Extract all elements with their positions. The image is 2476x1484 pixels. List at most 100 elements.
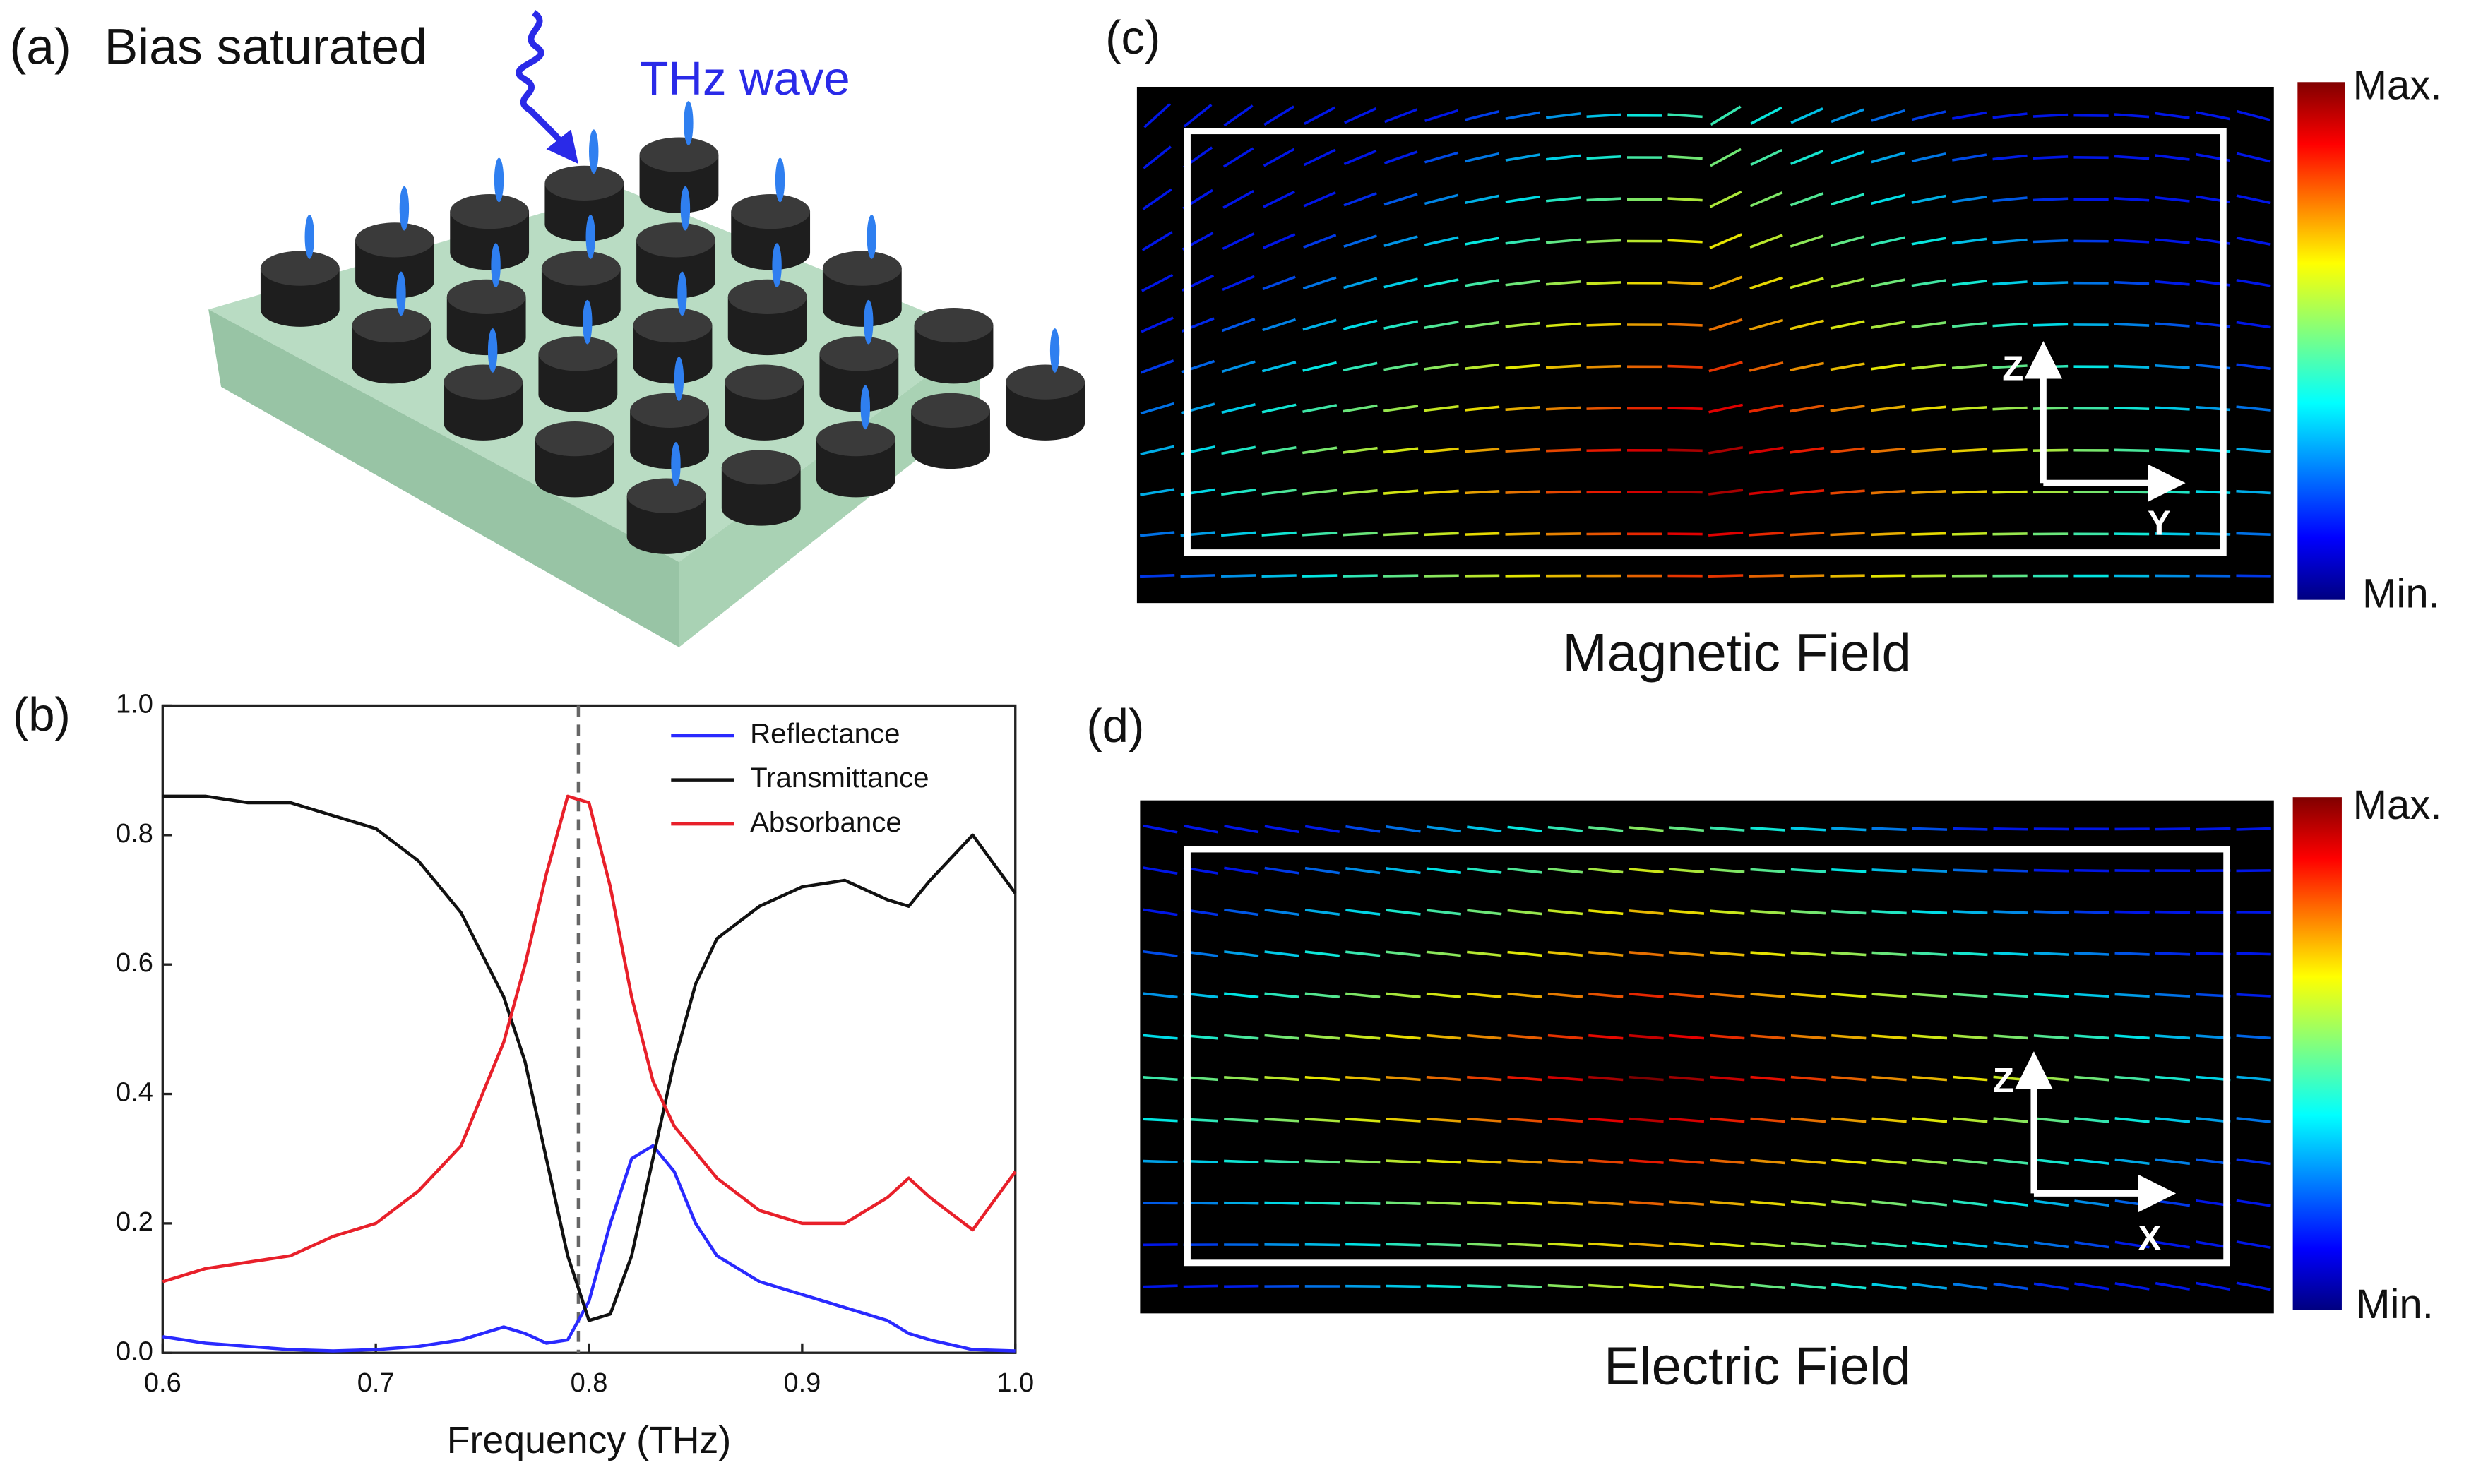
field-arrow xyxy=(1750,1117,1785,1123)
field-arrow xyxy=(1222,232,1255,250)
resonator-top xyxy=(630,393,709,428)
spin xyxy=(867,215,876,259)
field-arrow xyxy=(1749,574,1784,578)
field-arrow xyxy=(1871,321,1906,329)
field-arrow xyxy=(1507,1034,1542,1040)
field-arrow xyxy=(1426,992,1462,998)
field-arrow xyxy=(1750,909,1785,915)
field-arrow xyxy=(1750,1034,1785,1040)
field-arrow xyxy=(1464,405,1500,412)
field-arrow xyxy=(1750,868,1785,873)
field-arrow xyxy=(1790,277,1824,289)
field-arrow xyxy=(1629,1034,1664,1040)
field-arrow xyxy=(2196,827,2231,831)
field-arrow xyxy=(1831,951,1867,957)
field-arrow xyxy=(1993,910,2028,914)
field-arrow xyxy=(2033,1240,2069,1249)
field-arrow xyxy=(1669,826,1705,832)
field-arrow xyxy=(2236,827,2271,831)
field-arrow xyxy=(2236,869,2271,873)
field-arrow xyxy=(1993,1034,2028,1040)
field-arrow xyxy=(1467,1243,1502,1247)
field-arrow xyxy=(1871,827,1907,832)
field-arrow xyxy=(1586,323,1621,327)
field-arrow xyxy=(1871,236,1905,246)
field-arrow xyxy=(1505,364,1540,370)
field-arrow xyxy=(1467,867,1502,874)
field-arrow xyxy=(1953,827,1988,831)
panel-a: (a) Bias saturated THz wave xyxy=(9,10,1085,647)
field-arrow xyxy=(1547,1200,1583,1206)
field-arrow xyxy=(2155,1034,2191,1040)
field-arrow xyxy=(2074,1282,2109,1291)
field-arrow xyxy=(1264,825,1299,834)
field-arrow xyxy=(1588,950,1624,957)
series-line xyxy=(162,1144,1016,1353)
field-arrow xyxy=(1790,951,1826,957)
field-arrow xyxy=(1830,235,1865,247)
field-arrow xyxy=(2074,1199,2109,1207)
field-arrow xyxy=(1871,193,1905,205)
field-arrow xyxy=(1993,1199,2028,1207)
field-arrow xyxy=(1750,1242,1785,1248)
field-arrow xyxy=(1465,194,1500,204)
resonator-top xyxy=(633,308,713,343)
field-arrow xyxy=(1912,951,1948,957)
resonator-top xyxy=(260,251,340,286)
field-arrow xyxy=(2074,993,2109,998)
field-arrow xyxy=(1143,102,1172,128)
field-arrow xyxy=(1464,448,1500,453)
field-arrow xyxy=(1749,532,1784,537)
field-arrow xyxy=(1304,1075,1340,1082)
field-arrow xyxy=(1871,1199,1907,1207)
field-arrow xyxy=(1343,319,1378,330)
resonator-top xyxy=(721,450,801,485)
field-arrow xyxy=(1264,1075,1299,1082)
field-arrow xyxy=(1912,827,1948,831)
field-arrow xyxy=(2114,1158,2150,1166)
field-arrow xyxy=(1951,448,1987,453)
field-arrow xyxy=(2114,993,2150,998)
field-arrow xyxy=(1710,1242,1745,1247)
field-arrow xyxy=(1830,362,1865,371)
field-arrow xyxy=(1993,951,2028,956)
field-arrow xyxy=(1586,407,1621,410)
field-arrow xyxy=(1750,993,1785,998)
field-arrow xyxy=(1465,237,1500,246)
field-arrow xyxy=(1426,1243,1462,1247)
field-arrow xyxy=(1750,148,1783,167)
field-arrow xyxy=(2032,197,2069,202)
field-arrow xyxy=(1953,868,1988,873)
field-arrow xyxy=(2196,111,2231,121)
field-arrow xyxy=(1710,1200,1745,1207)
field-arrow xyxy=(1790,1241,1826,1248)
field-arrow xyxy=(1586,490,1621,494)
field-arrow xyxy=(2033,910,2069,914)
field-arrow xyxy=(1708,489,1744,496)
field-arrow xyxy=(1629,1200,1664,1206)
field-arrow xyxy=(1547,1242,1583,1247)
field-arrow xyxy=(1505,153,1540,162)
field-arrow xyxy=(1345,1201,1381,1205)
field-arrow xyxy=(1951,490,1987,494)
field-arrow xyxy=(1831,909,1867,915)
field-arrow xyxy=(1264,1159,1299,1164)
field-arrow xyxy=(1142,188,1172,210)
field-arrow xyxy=(1507,1117,1542,1123)
legend-label: Absorbance xyxy=(750,806,902,838)
axis-label: X xyxy=(2138,1219,2162,1257)
field-arrow xyxy=(1870,405,1906,412)
field-arrow xyxy=(2155,952,2191,956)
field-arrow xyxy=(2236,278,2271,287)
field-arrow xyxy=(1708,318,1743,332)
field-arrow xyxy=(1140,359,1174,374)
spin xyxy=(684,101,694,145)
field-arrow xyxy=(1669,1117,1705,1123)
field-arrow xyxy=(2236,1240,2271,1250)
spin xyxy=(585,215,595,259)
resonator-top xyxy=(352,308,431,343)
field-arrow xyxy=(1710,909,1745,915)
field-arrow xyxy=(1505,280,1540,287)
field-arrow xyxy=(2155,1075,2191,1082)
axis-label: Y xyxy=(2148,504,2171,543)
